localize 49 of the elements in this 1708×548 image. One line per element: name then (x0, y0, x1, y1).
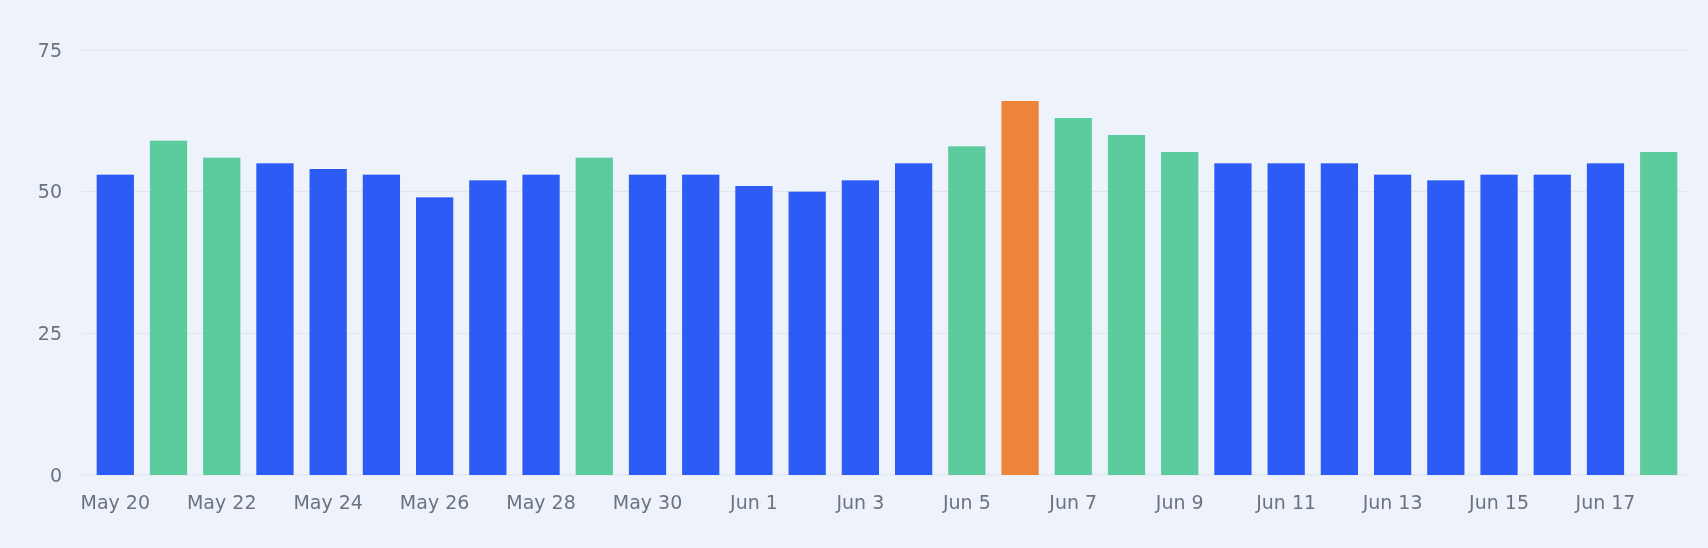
bar (1001, 101, 1039, 475)
x-tick-label: Jun 5 (941, 491, 991, 513)
bar (735, 186, 773, 475)
y-tick-label: 0 (49, 463, 62, 486)
bar (362, 174, 401, 475)
bar (1533, 174, 1571, 475)
bar (1054, 118, 1092, 475)
bar (203, 157, 241, 475)
x-tick-label: Jun 7 (1048, 491, 1098, 513)
bar (415, 197, 454, 475)
x-tick-label: Jun 15 (1468, 491, 1529, 513)
y-tick-label: 50 (37, 180, 62, 203)
x-tick-label: May 24 (293, 491, 363, 513)
bar (575, 157, 613, 475)
bar (948, 146, 986, 475)
x-tick-label: Jun 17 (1574, 491, 1636, 513)
x-tick-label: May 30 (612, 491, 683, 513)
x-tick-label: May 26 (399, 491, 470, 513)
bar (788, 191, 826, 475)
bar (1267, 163, 1305, 475)
x-tick-label: Jun 1 (729, 491, 778, 513)
bar (682, 174, 720, 475)
x-tick-label: Jun 13 (1361, 491, 1423, 513)
bar (1107, 135, 1146, 475)
bar (1586, 163, 1625, 475)
x-tick-label: Jun 9 (1154, 491, 1204, 513)
x-tick-label: May 28 (506, 491, 576, 513)
bar (1161, 152, 1199, 475)
x-tick-label: May 22 (186, 491, 257, 513)
bar (256, 163, 294, 475)
bar (1640, 152, 1678, 475)
y-tick-label: 25 (37, 321, 62, 344)
bar (1214, 163, 1252, 475)
bar (1320, 163, 1359, 475)
x-tick-label: May 20 (80, 491, 151, 513)
x-tick-label: Jun 11 (1255, 491, 1317, 513)
bar (522, 174, 560, 475)
bar (628, 174, 667, 475)
bar (1373, 174, 1412, 475)
x-tick-label: Jun 3 (835, 491, 885, 513)
bar (469, 180, 507, 475)
bar (1480, 174, 1518, 475)
bar (894, 163, 933, 475)
bar (841, 180, 880, 475)
bar (149, 140, 188, 475)
bar (1427, 180, 1465, 475)
y-tick-label: 75 (37, 38, 62, 61)
bar (309, 169, 347, 475)
bar (96, 174, 134, 475)
